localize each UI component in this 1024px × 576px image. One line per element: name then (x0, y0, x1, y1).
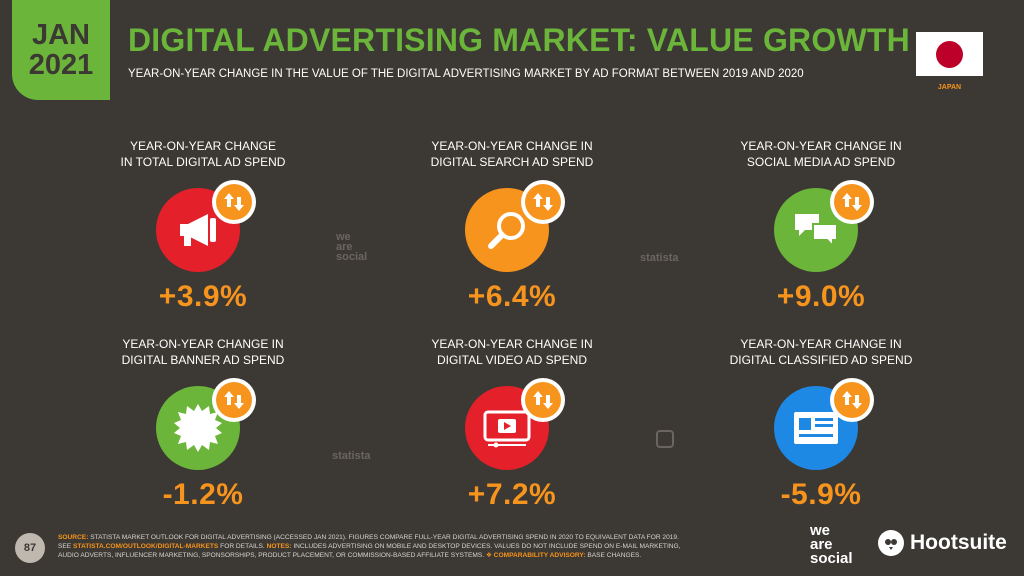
owl-icon (878, 530, 904, 556)
source-link[interactable]: STATISTA.COM/OUTLOOK/DIGITAL-MARKETS (73, 543, 219, 550)
panel-value: +7.2% (467, 478, 557, 511)
panel-search-ad-spend: YEAR-ON-YEAR CHANGE IN DIGITAL SEARCH AD… (392, 138, 632, 314)
panel-label-line1: YEAR-ON-YEAR CHANGE IN (740, 337, 902, 351)
up-down-arrows-icon (212, 378, 256, 422)
hootsuite-watermark-icon (656, 430, 674, 448)
panel-label-line1: YEAR-ON-YEAR CHANGE IN (122, 337, 284, 351)
date-year: 2021 (28, 49, 94, 81)
panel-label-line2: IN TOTAL DIGITAL AD SPEND (120, 155, 286, 169)
up-down-arrows-icon (521, 378, 565, 422)
statista-watermark: statista (640, 252, 679, 264)
panel-video-ad-spend: YEAR-ON-YEAR CHANGE IN DIGITAL VIDEO AD … (392, 336, 632, 512)
panel-label-line1: YEAR-ON-YEAR CHANGE IN (431, 337, 593, 351)
panel-classified-ad-spend: YEAR-ON-YEAR CHANGE IN DIGITAL CLASSIFIE… (701, 336, 941, 512)
we-are-social-logo: we are social (810, 522, 853, 567)
page-subtitle: YEAR-ON-YEAR CHANGE IN THE VALUE OF THE … (128, 68, 804, 80)
source-notes: SOURCE: STATISTA MARKET OUTLOOK FOR DIGI… (58, 534, 681, 559)
we-are-social-watermark: we are social (336, 231, 368, 263)
japan-flag-icon (916, 32, 983, 76)
panel-value: +6.4% (467, 280, 557, 313)
panel-value: -5.9% (780, 478, 862, 511)
panel-total-ad-spend: YEAR-ON-YEAR CHANGE IN TOTAL DIGITAL AD … (83, 138, 323, 314)
statista-watermark: statista (332, 450, 371, 462)
page-title: DIGITAL ADVERTISING MARKET: VALUE GROWTH (128, 22, 910, 58)
panel-value: -1.2% (162, 478, 244, 511)
panel-label-line2: DIGITAL BANNER AD SPEND (121, 353, 285, 367)
panel-label-line2: DIGITAL VIDEO AD SPEND (436, 353, 588, 367)
panel-label-line1: YEAR-ON-YEAR CHANGE (129, 139, 277, 153)
panel-label-line1: YEAR-ON-YEAR CHANGE IN (431, 139, 593, 153)
panel-label-line2: DIGITAL CLASSIFIED AD SPEND (729, 353, 913, 367)
panel-value: +3.9% (158, 280, 248, 313)
date-month: JAN (31, 19, 90, 51)
panel-label-line2: DIGITAL SEARCH AD SPEND (430, 155, 594, 169)
panel-social-ad-spend: YEAR-ON-YEAR CHANGE IN SOCIAL MEDIA AD S… (701, 138, 941, 314)
up-down-arrows-icon (212, 180, 256, 224)
hootsuite-logo: Hootsuite (878, 530, 1007, 556)
panel-label-line2: SOCIAL MEDIA AD SPEND (746, 155, 896, 169)
date-badge: JAN 2021 (12, 0, 110, 100)
panel-banner-ad-spend: YEAR-ON-YEAR CHANGE IN DIGITAL BANNER AD… (83, 336, 323, 512)
up-down-arrows-icon (830, 180, 874, 224)
panel-label-line1: YEAR-ON-YEAR CHANGE IN (740, 139, 902, 153)
up-down-arrows-icon (830, 378, 874, 422)
page-number: 87 (15, 533, 45, 563)
up-down-arrows-icon (521, 180, 565, 224)
panel-value: +9.0% (776, 280, 866, 313)
country-label: JAPAN (937, 84, 962, 91)
